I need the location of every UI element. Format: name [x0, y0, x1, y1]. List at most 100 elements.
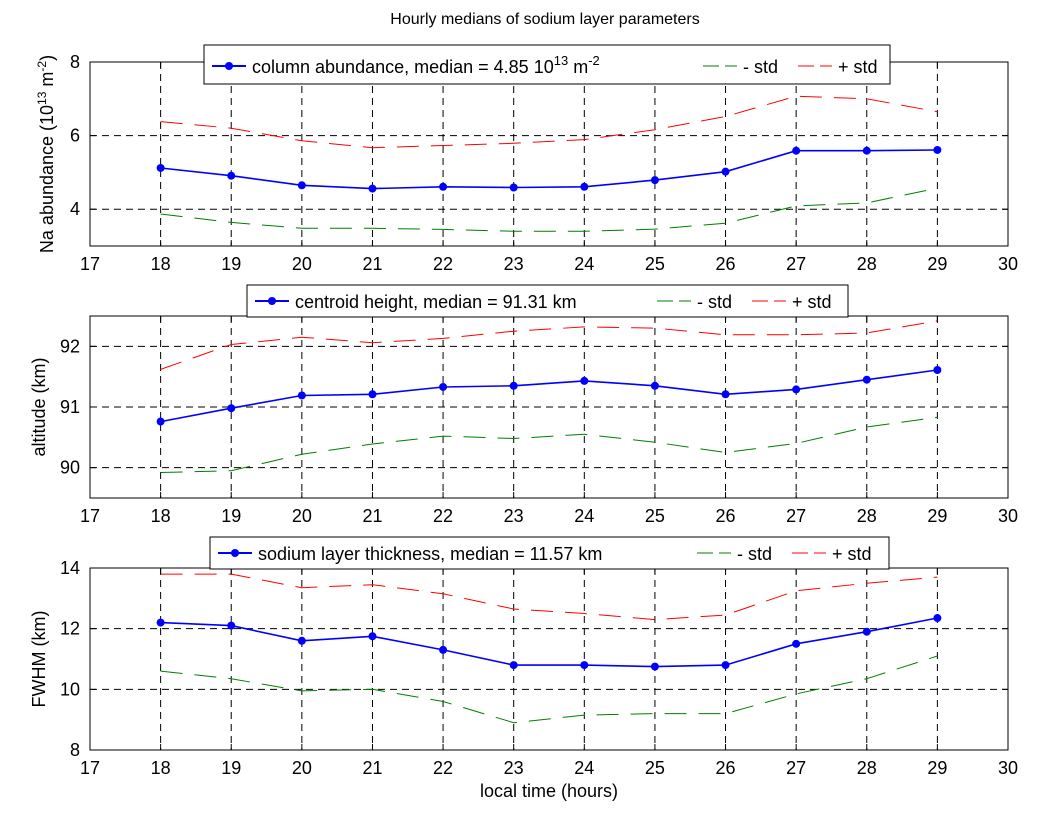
legend-minus-std-label: - std	[737, 544, 772, 564]
x-tick-label: 17	[80, 254, 100, 274]
panel-column-abundance: 17 18 19 20 21 22 23 24 25 26 27 28 29 30 4 6 8 Na abun…	[35, 44, 1018, 274]
legend-box	[203, 44, 891, 85]
series-lines	[156, 95, 942, 232]
x-tick-label: 23	[504, 254, 524, 274]
series-line-minus-std	[160, 416, 938, 473]
x-tick-label: 30	[998, 506, 1018, 526]
plot-area	[90, 62, 1008, 246]
series-line-plus-std	[160, 573, 938, 621]
x-tick-label: 30	[998, 254, 1018, 274]
x-tick-label: 24	[574, 758, 594, 778]
x-tick-label: 18	[151, 758, 171, 778]
legend-minus-std-label: - std	[697, 292, 732, 312]
data-point	[227, 404, 236, 413]
y-ticks: 8 10 12 14	[60, 558, 1008, 760]
data-point	[721, 661, 730, 670]
legend: sodium layer thickness, median = 11.57 k…	[209, 536, 890, 570]
x-tick-label: 21	[362, 254, 382, 274]
data-point	[580, 182, 589, 191]
series-line-minus-std	[160, 655, 938, 724]
legend-box	[209, 536, 890, 570]
data-point	[156, 417, 165, 426]
data-point	[368, 390, 377, 399]
data-point	[297, 636, 306, 645]
x-tick-label: 19	[221, 254, 241, 274]
x-tick-label: 24	[574, 506, 594, 526]
y-tick-label: 4	[70, 199, 80, 219]
x-tick-label: 28	[857, 506, 877, 526]
x-tick-label: 17	[80, 758, 100, 778]
data-point	[792, 639, 801, 648]
data-point	[368, 184, 377, 193]
legend: column abundance, median = 4.85 1013 m-2…	[203, 44, 891, 85]
x-ticks: 17 18 19 20 21 22 23 24 25 26 27 28 29 30	[80, 568, 1018, 778]
y-ticks: 4 6 8	[70, 52, 1008, 219]
x-tick-label: 22	[433, 506, 453, 526]
data-point	[439, 382, 448, 391]
x-tick-label: 24	[574, 254, 594, 274]
legend-median-label: sodium layer thickness, median = 11.57 k…	[258, 544, 602, 564]
panel-centroid-height: 17 18 19 20 21 22 23 24 25 26 27 28 29 30 90 91 92 alti…	[29, 284, 1018, 526]
data-point	[580, 376, 589, 385]
data-point	[933, 145, 942, 154]
x-tick-label: 21	[362, 758, 382, 778]
series-line-median	[160, 369, 938, 423]
x-tick-label: 19	[221, 758, 241, 778]
data-point	[650, 662, 659, 671]
x-ticks: 17 18 19 20 21 22 23 24 25 26 27 28 29 30	[80, 316, 1018, 526]
x-tick-label: 23	[504, 758, 524, 778]
y-axis-label: Na abundance (1013 m-2)	[35, 55, 57, 253]
x-tick-label: 28	[857, 254, 877, 274]
series-line-plus-std	[160, 320, 938, 370]
series-line-plus-std	[160, 95, 938, 149]
x-tick-label: 30	[998, 758, 1018, 778]
data-point	[509, 381, 518, 390]
data-point	[650, 381, 659, 390]
data-point	[933, 614, 942, 623]
x-tick-label: 18	[151, 254, 171, 274]
x-tick-label: 25	[645, 758, 665, 778]
y-tick-label: 14	[60, 558, 80, 578]
data-point	[862, 627, 871, 636]
x-tick-label: 20	[292, 254, 312, 274]
data-point	[156, 163, 165, 172]
data-point	[509, 183, 518, 192]
data-point	[580, 661, 589, 670]
x-tick-label: 21	[362, 506, 382, 526]
series-line-median	[160, 617, 938, 668]
x-tick-label: 20	[292, 506, 312, 526]
x-tick-label: 23	[504, 506, 524, 526]
series-lines	[156, 320, 942, 473]
y-ticks: 90 91 92	[60, 336, 1008, 478]
y-tick-label: 8	[70, 740, 80, 760]
x-tick-label: 26	[716, 506, 736, 526]
legend-plus-std-label: + std	[792, 292, 832, 312]
data-point	[792, 385, 801, 394]
x-tick-label: 17	[80, 506, 100, 526]
x-tick-label: 29	[927, 254, 947, 274]
series-line-minus-std	[160, 187, 938, 232]
grid-lines	[90, 568, 1008, 750]
legend-plus-std-label: + std	[832, 544, 872, 564]
y-tick-label: 12	[60, 619, 80, 639]
legend-minus-std-label: - std	[743, 57, 778, 77]
data-point	[156, 618, 165, 627]
y-tick-label: 6	[70, 126, 80, 146]
grid-lines	[90, 316, 1008, 498]
x-tick-label: 19	[221, 506, 241, 526]
series-line-median	[160, 149, 938, 190]
grid-lines	[90, 62, 1008, 246]
y-tick-label: 8	[70, 52, 80, 72]
legend-median-label: centroid height, median = 91.31 km	[295, 292, 577, 312]
data-point	[297, 391, 306, 400]
y-tick-label: 91	[60, 397, 80, 417]
x-tick-label: 29	[927, 758, 947, 778]
x-tick-label: 27	[786, 506, 806, 526]
series-lines	[156, 573, 942, 724]
data-point	[227, 621, 236, 630]
y-tick-label: 90	[60, 458, 80, 478]
data-point	[439, 182, 448, 191]
plot-area	[90, 568, 1008, 750]
legend-box	[246, 284, 849, 318]
